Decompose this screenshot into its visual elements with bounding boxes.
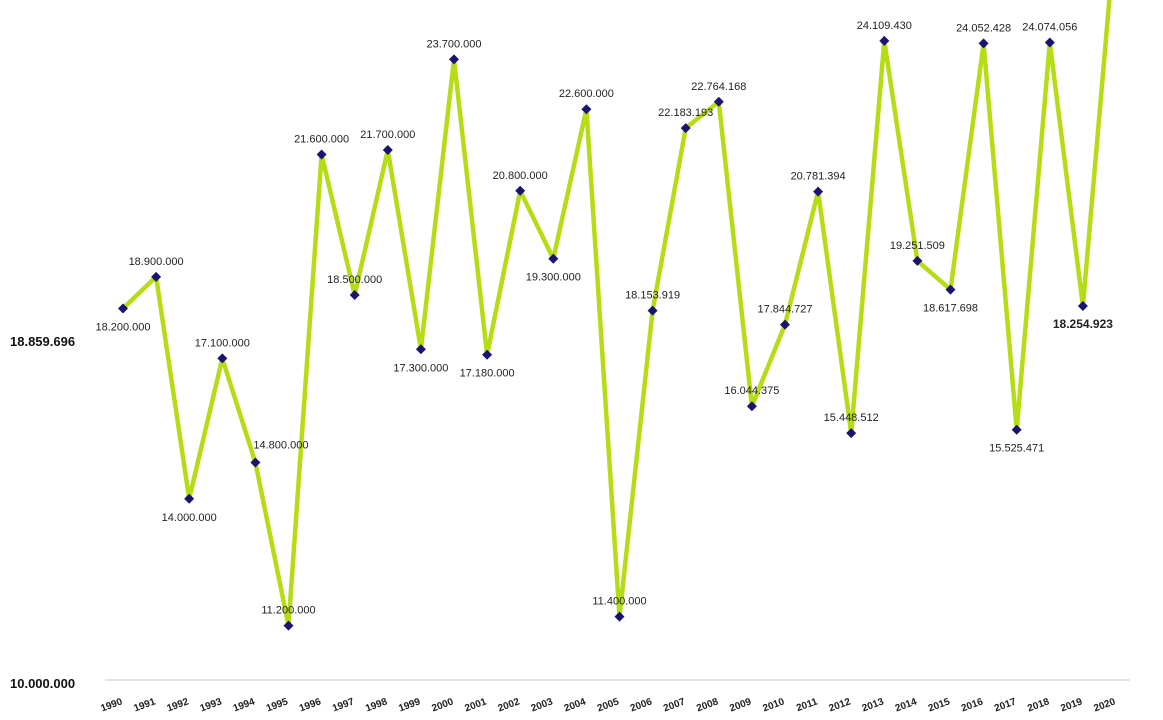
data-point-marker bbox=[184, 493, 195, 504]
data-point-marker bbox=[780, 319, 790, 330]
data-point-marker bbox=[945, 284, 956, 295]
x-tick-label: 2011 bbox=[795, 696, 820, 714]
data-label: 22.183.193 bbox=[658, 107, 713, 119]
x-tick-label: 2003 bbox=[530, 696, 555, 714]
data-label: 18.617.698 bbox=[923, 303, 978, 315]
data-label: 18.900.000 bbox=[129, 256, 184, 268]
x-tick-label: 2013 bbox=[861, 696, 886, 714]
data-point-marker bbox=[746, 401, 757, 412]
x-tick-label: 2008 bbox=[695, 696, 720, 714]
data-point-marker bbox=[912, 255, 923, 266]
data-label: 19.251.509 bbox=[890, 240, 945, 252]
data-label: 17.300.000 bbox=[393, 362, 448, 374]
x-tick-label: 2009 bbox=[728, 696, 753, 714]
data-label: 20.781.394 bbox=[791, 171, 846, 183]
x-tick-label: 1994 bbox=[232, 696, 257, 714]
data-label: 11.400.000 bbox=[592, 596, 646, 608]
data-label: 21.700.000 bbox=[360, 129, 415, 141]
x-tick-label: 1998 bbox=[364, 696, 389, 714]
data-point-marker bbox=[349, 289, 360, 300]
x-tick-label: 2020 bbox=[1092, 696, 1117, 714]
data-label: 22.764.168 bbox=[691, 81, 746, 93]
data-label: 18.153.919 bbox=[625, 290, 680, 302]
x-tick-label: 2017 bbox=[993, 696, 1018, 714]
data-label: 23.700.000 bbox=[426, 38, 481, 50]
x-tick-label: 2002 bbox=[497, 696, 522, 714]
data-label: 21.600.000 bbox=[294, 134, 349, 146]
x-tick-label: 2010 bbox=[761, 696, 786, 714]
data-point-marker bbox=[879, 35, 890, 46]
marker-group bbox=[118, 35, 1088, 631]
x-tick-label: 1997 bbox=[331, 696, 356, 714]
data-point-marker bbox=[614, 611, 625, 622]
x-tick-label: 2004 bbox=[563, 696, 588, 714]
data-point-marker bbox=[1044, 37, 1055, 48]
data-point-marker bbox=[217, 353, 228, 364]
data-label: 17.100.000 bbox=[195, 337, 250, 349]
data-label: 17.844.727 bbox=[757, 304, 812, 316]
data-label: 14.800.000 bbox=[253, 440, 308, 452]
data-label: 15.448.512 bbox=[824, 412, 879, 424]
data-label: 20.800.000 bbox=[493, 170, 548, 182]
data-point-marker bbox=[647, 305, 658, 316]
x-tick-label: 2000 bbox=[430, 696, 455, 714]
axis-min-label: 10.000.000 bbox=[10, 676, 75, 691]
data-label: 24.052.428 bbox=[956, 22, 1011, 34]
data-label: 15.525.471 bbox=[989, 443, 1044, 455]
data-label-group: 18.200.000 18.900.000 14.000.000 17.100.000… bbox=[95, 20, 1113, 617]
data-point-marker bbox=[1077, 301, 1088, 312]
data-point-marker bbox=[118, 303, 128, 314]
data-point-marker bbox=[1011, 424, 1022, 435]
reference-value-label: 18.859.696 bbox=[10, 334, 75, 349]
x-tick-label: 2014 bbox=[894, 696, 919, 714]
data-label: 24.109.430 bbox=[857, 20, 912, 32]
data-point-marker bbox=[813, 186, 824, 197]
data-point-marker bbox=[449, 54, 459, 65]
data-label: 14.000.000 bbox=[162, 512, 217, 524]
x-tick-label: 1996 bbox=[298, 696, 323, 714]
x-tick-label: 2001 bbox=[463, 696, 488, 714]
x-tick-label: 1992 bbox=[166, 696, 191, 714]
x-tick-label: 2005 bbox=[596, 696, 621, 714]
x-tick-label: 1999 bbox=[397, 696, 422, 714]
data-label: 24.074.056 bbox=[1022, 21, 1077, 33]
data-label: 18.254.923 bbox=[1053, 317, 1113, 331]
data-point-marker bbox=[713, 96, 724, 107]
reference-group: 18.859.696 10.000.000 bbox=[10, 334, 75, 691]
x-tick-label: 2007 bbox=[662, 696, 687, 714]
x-tick-label: 1990 bbox=[99, 696, 124, 714]
data-point-marker bbox=[482, 349, 493, 360]
data-point-marker bbox=[515, 185, 526, 196]
x-tick-label: 1993 bbox=[199, 696, 224, 714]
data-point-marker bbox=[581, 104, 592, 115]
x-tick-label: 2015 bbox=[927, 696, 952, 714]
x-tick-label: 2019 bbox=[1059, 696, 1084, 714]
x-tick-label: 1995 bbox=[265, 696, 290, 714]
data-point-marker bbox=[548, 253, 559, 264]
tick-label-group: 1990 1991 1992 1993 1994 1995 1996 1997 1998 1999… bbox=[99, 696, 1117, 714]
data-point-marker bbox=[316, 149, 327, 160]
data-point-marker bbox=[250, 457, 261, 468]
data-label: 18.200.000 bbox=[95, 322, 150, 334]
data-label: 16.044.375 bbox=[724, 385, 779, 397]
data-point-marker bbox=[283, 620, 294, 631]
data-label: 19.300.000 bbox=[526, 272, 581, 284]
x-tick-label: 2016 bbox=[960, 696, 985, 714]
data-label: 11.200.000 bbox=[261, 605, 315, 617]
x-tick-label: 2012 bbox=[828, 696, 853, 714]
data-label: 18.500.000 bbox=[327, 274, 382, 286]
data-label: 22.600.000 bbox=[559, 88, 614, 100]
data-point-marker bbox=[680, 123, 691, 134]
data-point-marker bbox=[978, 38, 989, 49]
x-tick-label: 1991 bbox=[132, 696, 157, 714]
data-point-marker bbox=[846, 428, 857, 439]
data-point-marker bbox=[382, 144, 393, 155]
data-label: 17.180.000 bbox=[460, 368, 515, 380]
data-point-marker bbox=[151, 271, 162, 282]
x-tick-label: 2018 bbox=[1026, 696, 1051, 714]
x-tick-label: 2006 bbox=[629, 696, 654, 714]
data-point-marker bbox=[415, 344, 426, 355]
